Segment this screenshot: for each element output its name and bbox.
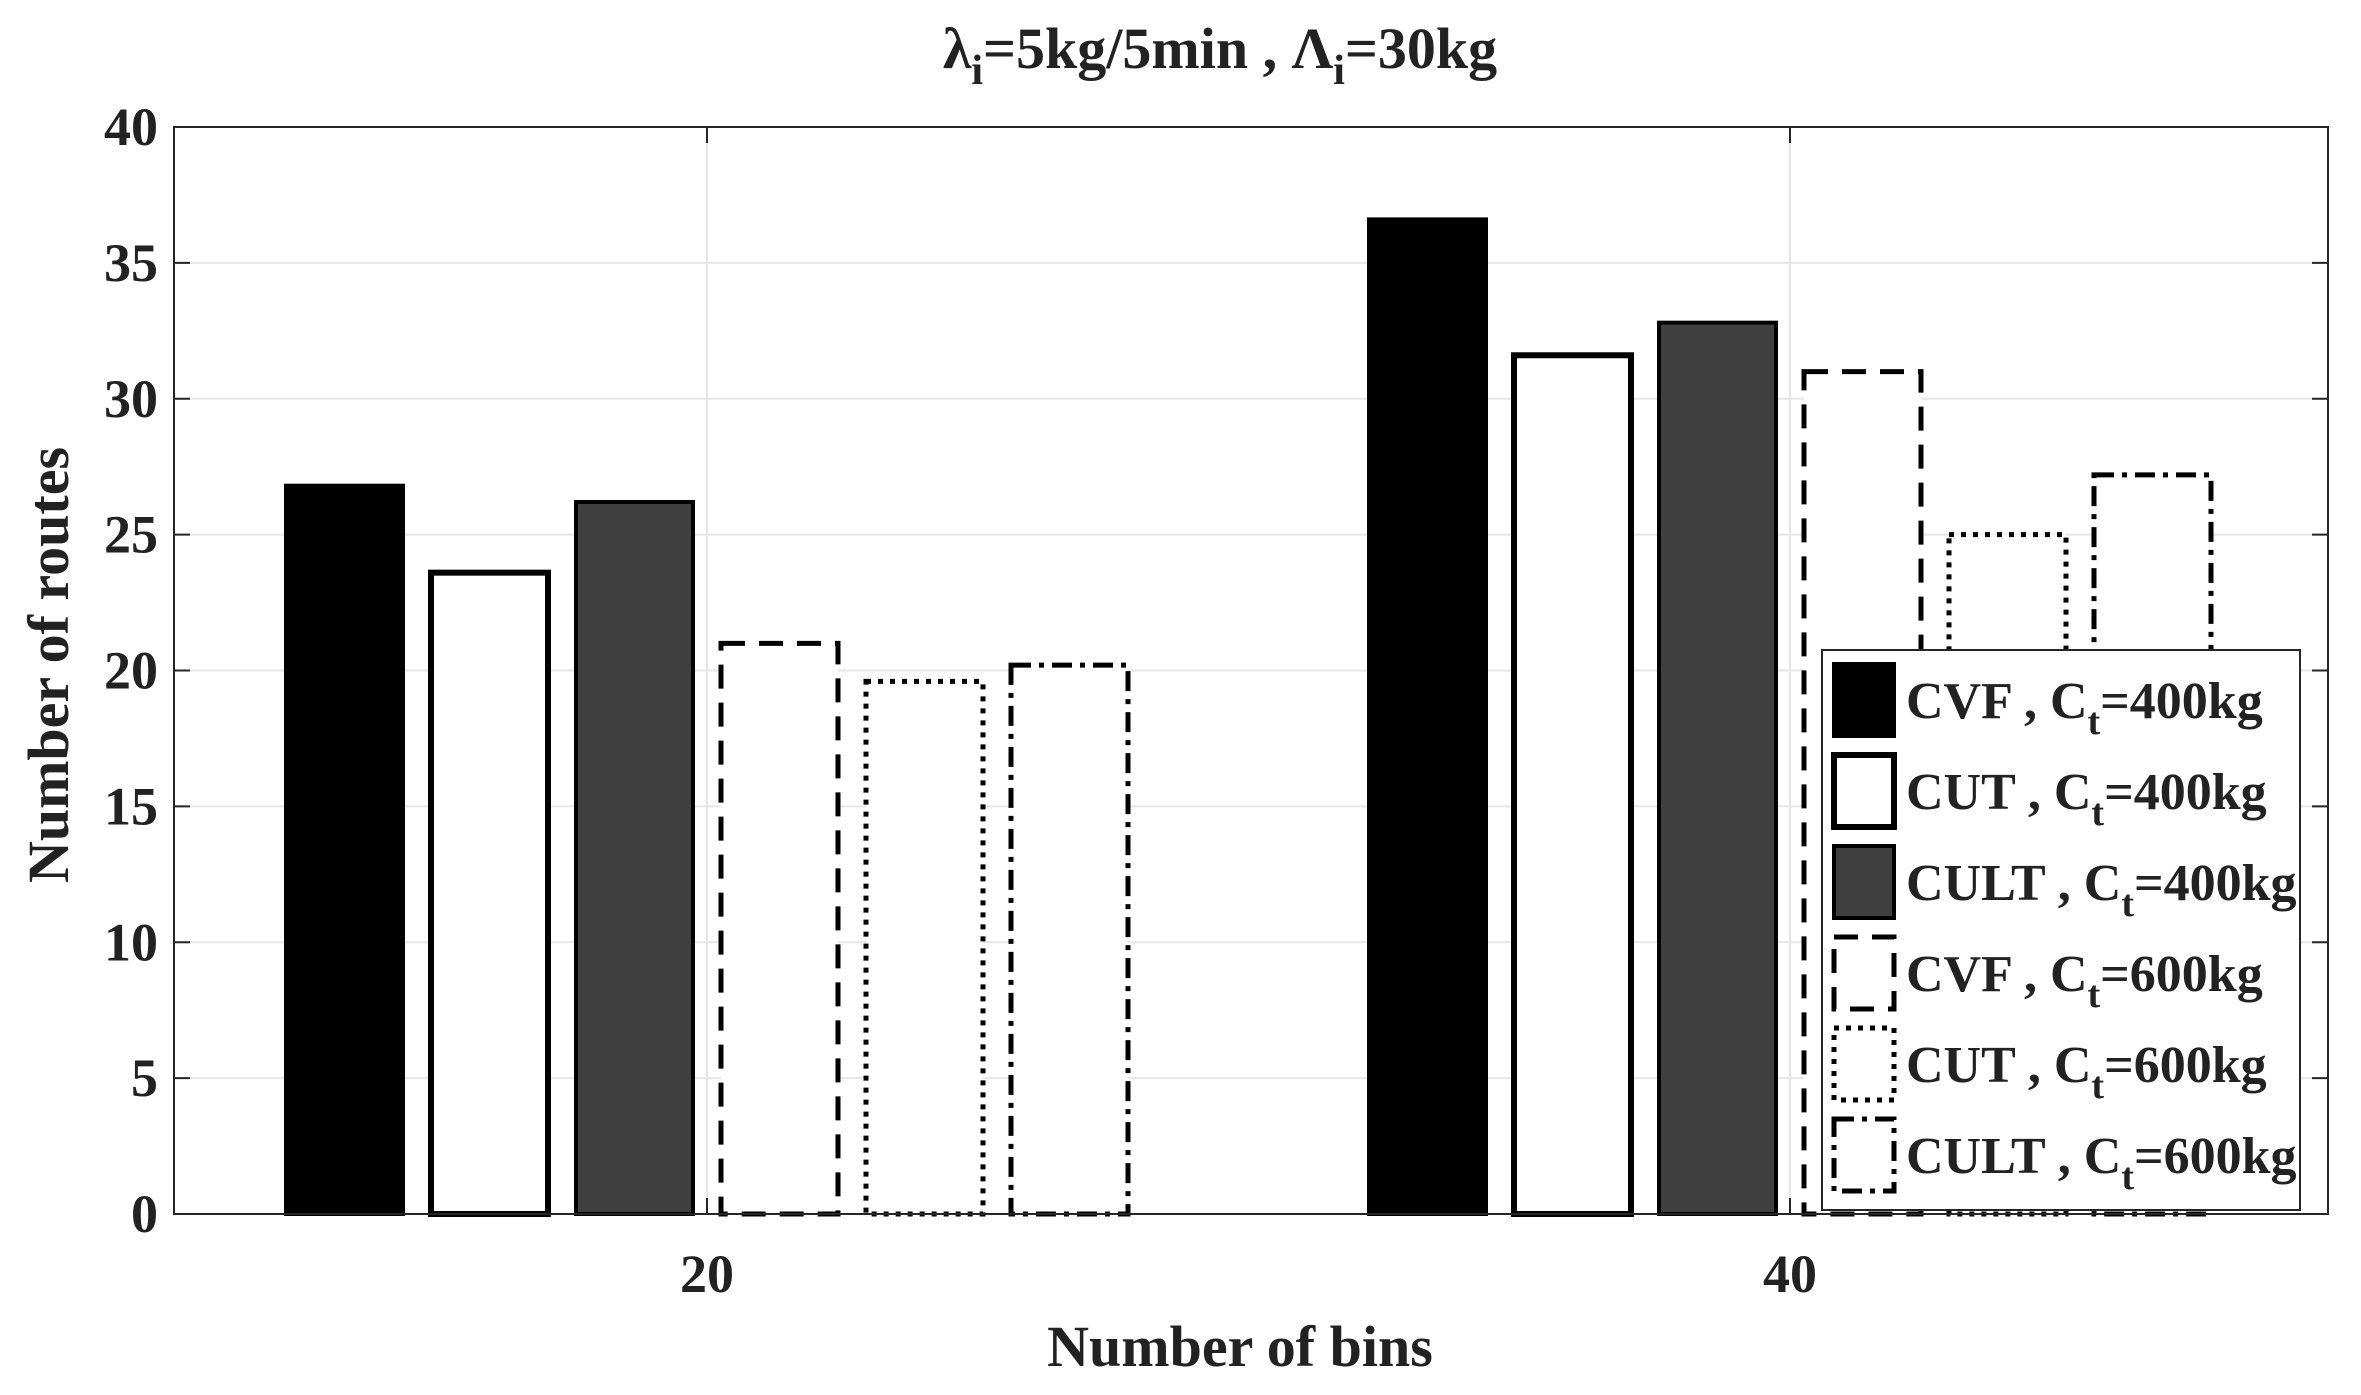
bar-s2-c1 bbox=[1657, 320, 1778, 1217]
title-Lambda-value: =30kg bbox=[1345, 16, 1497, 81]
x-tick-label: 20 bbox=[680, 1244, 734, 1304]
legend-method: CULT , C bbox=[1906, 855, 2121, 912]
legend-method: CULT , C bbox=[1906, 1128, 2121, 1185]
axes-box bbox=[173, 126, 2329, 1215]
legend-subscript: t bbox=[2091, 1065, 2104, 1107]
title-lambda-symbol: λ bbox=[943, 16, 972, 81]
legend-capacity: =600kg bbox=[2134, 1128, 2297, 1185]
legend-method: CUT , C bbox=[1906, 1037, 2091, 1094]
legend-label-3: CVF , Ct=600kg bbox=[1906, 946, 2263, 1016]
bar-s1-c1 bbox=[1511, 352, 1634, 1217]
legend-subscript: t bbox=[2088, 974, 2101, 1016]
legend-subscript: t bbox=[2121, 1156, 2134, 1198]
y-tick-label: 20 bbox=[104, 641, 158, 701]
legend-method: CVF , C bbox=[1906, 946, 2088, 1003]
legend-label-4: CUT , Ct=600kg bbox=[1906, 1037, 2267, 1107]
y-axis-label: Number of routes bbox=[16, 447, 81, 883]
bar-s0-c0 bbox=[284, 483, 405, 1216]
legend-subscript: t bbox=[2088, 701, 2101, 743]
title-lambda-value: =5kg/5min , bbox=[983, 16, 1292, 81]
x-tick-label: 40 bbox=[1763, 1244, 1817, 1304]
legend-swatch-4 bbox=[1831, 1025, 1897, 1103]
bar-s1-c0 bbox=[428, 569, 551, 1217]
y-tick-label: 5 bbox=[131, 1048, 158, 1108]
y-tick-label: 15 bbox=[104, 776, 158, 836]
y-tick-label: 30 bbox=[104, 369, 158, 429]
legend-capacity: =600kg bbox=[2104, 1037, 2267, 1094]
bar-s4-c0 bbox=[863, 678, 986, 1217]
bar-s2-c0 bbox=[574, 500, 695, 1216]
legend-subscript: t bbox=[2121, 883, 2134, 925]
legend-method: CVF , C bbox=[1906, 673, 2088, 730]
legend-swatch-5 bbox=[1831, 1116, 1897, 1194]
title-lambda-subscript: i bbox=[971, 48, 983, 94]
axes bbox=[173, 126, 2329, 1215]
legend-subscript: t bbox=[2091, 792, 2104, 834]
chart-title: λi=5kg/5min , Λi=30kg bbox=[943, 16, 1497, 94]
legend-capacity: =400kg bbox=[2100, 673, 2263, 730]
title-Lambda-symbol: Λ bbox=[1292, 16, 1334, 81]
legend-swatch-2 bbox=[1832, 844, 1896, 920]
tick-labels: 0 5 10 15 20 25 30 35 40 20 40 bbox=[104, 97, 1817, 1304]
bar-s5-c0 bbox=[1008, 662, 1131, 1217]
x-axis-label: Number of bins bbox=[1047, 1314, 1433, 1379]
y-tick-label: 10 bbox=[104, 912, 158, 972]
legend-swatch-0 bbox=[1832, 662, 1896, 738]
y-tick-label: 0 bbox=[131, 1184, 158, 1244]
legend-label-0: CVF , Ct=400kg bbox=[1906, 673, 2263, 743]
bar-s3-c0 bbox=[718, 640, 841, 1217]
legend-capacity: =400kg bbox=[2134, 855, 2297, 912]
bar-s0-c1 bbox=[1367, 217, 1488, 1216]
legend-label-2: CULT , Ct=400kg bbox=[1906, 855, 2297, 925]
legend-swatch-3 bbox=[1831, 934, 1897, 1012]
y-tick-label: 35 bbox=[104, 233, 158, 293]
legend-label-5: CULT , Ct=600kg bbox=[1906, 1128, 2297, 1198]
legend-label-1: CUT , Ct=400kg bbox=[1906, 764, 2267, 834]
title-Lambda-subscript: i bbox=[1333, 48, 1345, 94]
legend-method: CUT , C bbox=[1906, 764, 2091, 821]
legend-box bbox=[1821, 649, 2301, 1211]
y-tick-label: 25 bbox=[104, 505, 158, 565]
legend-swatch-1 bbox=[1831, 752, 1897, 830]
legend-capacity: =600kg bbox=[2100, 946, 2263, 1003]
legend-capacity: =400kg bbox=[2104, 764, 2267, 821]
y-tick-label: 40 bbox=[104, 97, 158, 157]
